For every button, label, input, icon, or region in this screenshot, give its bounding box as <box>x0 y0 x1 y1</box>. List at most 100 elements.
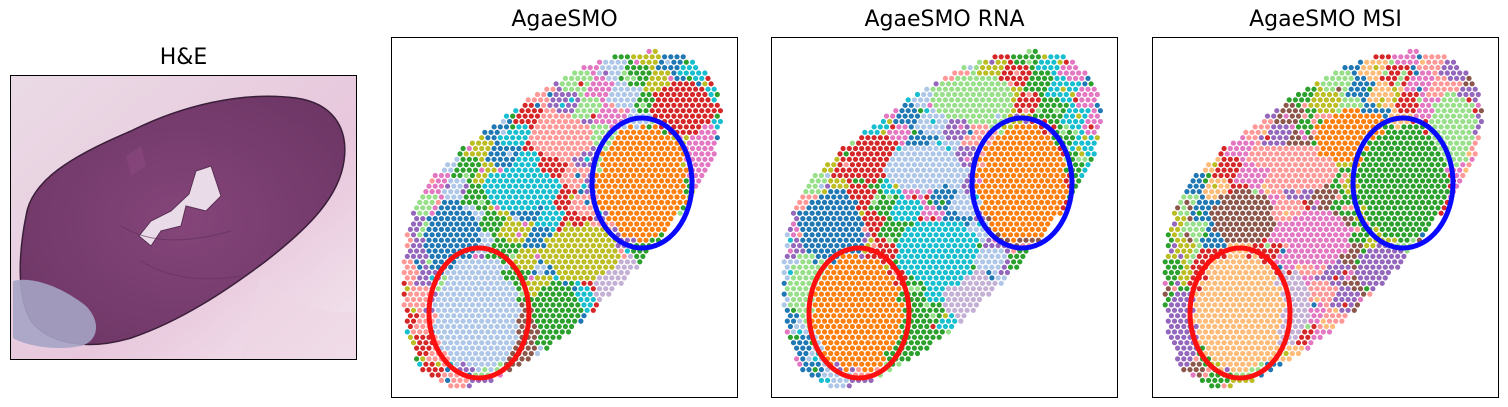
spot <box>1345 70 1351 76</box>
spot <box>550 172 556 179</box>
spot <box>528 329 534 335</box>
spot <box>441 329 448 335</box>
spot <box>883 199 890 205</box>
spot <box>803 221 809 227</box>
spot <box>797 264 803 270</box>
spot <box>849 269 855 276</box>
spot <box>634 91 640 98</box>
spot <box>562 323 568 330</box>
spot <box>1249 183 1255 189</box>
spot <box>479 318 485 324</box>
spot <box>868 280 874 286</box>
spot <box>469 140 475 146</box>
spot <box>615 102 621 108</box>
spot <box>1454 86 1460 92</box>
spot <box>472 329 479 335</box>
spot <box>1472 118 1478 125</box>
spot <box>426 216 432 222</box>
spot <box>1240 178 1246 184</box>
spot <box>865 307 871 313</box>
spot <box>1351 91 1357 98</box>
spot <box>952 91 958 98</box>
spot <box>1283 145 1289 152</box>
spot <box>784 275 790 281</box>
spot <box>1444 178 1450 184</box>
spot <box>1460 172 1466 179</box>
spot <box>865 232 871 238</box>
spot <box>1314 156 1320 162</box>
spot <box>649 129 655 135</box>
spot <box>1283 113 1289 119</box>
spot <box>429 221 435 227</box>
spot <box>469 323 475 330</box>
spot <box>1317 129 1323 135</box>
spot <box>790 286 797 292</box>
spot <box>887 151 893 157</box>
spot <box>603 210 609 216</box>
spot <box>1292 97 1298 103</box>
spot <box>1466 140 1472 146</box>
spot <box>1085 140 1091 146</box>
spot <box>893 129 899 135</box>
spot <box>575 216 581 222</box>
spot <box>930 129 936 135</box>
spot <box>998 259 1004 265</box>
spot <box>1014 145 1020 152</box>
spot <box>1073 118 1079 125</box>
spot <box>423 210 429 216</box>
spot <box>494 205 500 211</box>
spot <box>949 302 955 308</box>
spot <box>815 329 821 335</box>
spot <box>837 345 843 351</box>
spot <box>986 216 992 222</box>
spot <box>1305 118 1311 125</box>
spot <box>1323 151 1329 157</box>
spot <box>871 221 877 227</box>
spot <box>410 243 417 249</box>
spot <box>871 307 877 313</box>
spot <box>1357 70 1364 76</box>
spot <box>1187 194 1193 200</box>
spot <box>905 259 911 265</box>
spot <box>880 259 886 265</box>
spot <box>600 65 606 71</box>
spot <box>815 318 821 324</box>
spot <box>914 264 921 270</box>
spot <box>1401 81 1407 87</box>
spot <box>1413 189 1419 195</box>
spot <box>476 205 482 211</box>
spot <box>677 210 683 216</box>
spot <box>714 102 720 108</box>
spot <box>1001 102 1007 108</box>
spot <box>516 296 522 303</box>
spot <box>575 194 581 200</box>
spot <box>448 199 454 205</box>
spot <box>958 189 964 195</box>
spot <box>438 194 444 200</box>
spot <box>534 221 541 227</box>
spot <box>1094 135 1100 141</box>
spot <box>553 232 559 238</box>
spot <box>865 350 871 357</box>
spot <box>438 313 444 319</box>
spot <box>466 296 472 303</box>
spot <box>469 151 475 157</box>
spot <box>485 350 491 357</box>
spot <box>1388 167 1395 173</box>
spot <box>507 140 513 146</box>
spot <box>911 172 917 179</box>
spot <box>1057 113 1063 119</box>
spot <box>476 367 482 373</box>
spot <box>494 216 500 222</box>
spot <box>918 291 924 297</box>
spot <box>618 162 624 168</box>
spot <box>1419 59 1426 65</box>
spot <box>958 102 964 108</box>
spot <box>1441 54 1447 60</box>
spot <box>404 307 410 313</box>
spot <box>603 145 609 152</box>
spot <box>513 226 519 232</box>
spot <box>880 151 886 157</box>
spot <box>528 178 534 184</box>
spot <box>961 216 967 222</box>
